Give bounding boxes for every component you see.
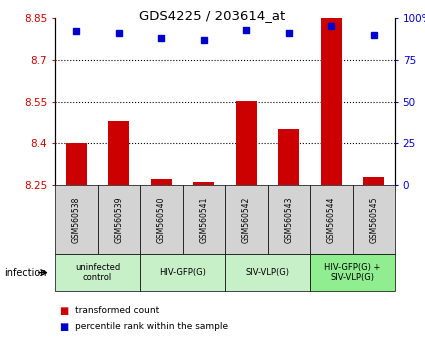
Text: ■: ■ [59,306,68,316]
Text: GSM560542: GSM560542 [242,196,251,243]
Text: GSM560543: GSM560543 [284,196,293,243]
Text: GSM560539: GSM560539 [114,196,123,243]
Bar [65,143,87,185]
Bar [150,179,172,185]
Text: GSM560545: GSM560545 [369,196,378,243]
Text: GSM560541: GSM560541 [199,196,208,243]
Text: GSM560544: GSM560544 [327,196,336,243]
Text: GSM560540: GSM560540 [157,196,166,243]
Text: HIV-GFP(G): HIV-GFP(G) [159,268,206,277]
Text: uninfected
control: uninfected control [75,263,120,282]
Bar [108,121,129,185]
Bar [320,18,342,185]
Bar [235,102,257,185]
Text: GDS4225 / 203614_at: GDS4225 / 203614_at [139,9,286,22]
Text: HIV-GFP(G) +
SIV-VLP(G): HIV-GFP(G) + SIV-VLP(G) [324,263,381,282]
Bar [363,177,384,185]
Text: transformed count: transformed count [75,306,160,315]
Text: infection: infection [4,268,47,278]
Text: SIV-VLP(G): SIV-VLP(G) [246,268,289,277]
Bar [193,182,214,185]
Bar [278,129,299,185]
Text: ■: ■ [59,321,68,332]
Text: GSM560538: GSM560538 [72,196,81,243]
Text: percentile rank within the sample: percentile rank within the sample [75,322,229,331]
